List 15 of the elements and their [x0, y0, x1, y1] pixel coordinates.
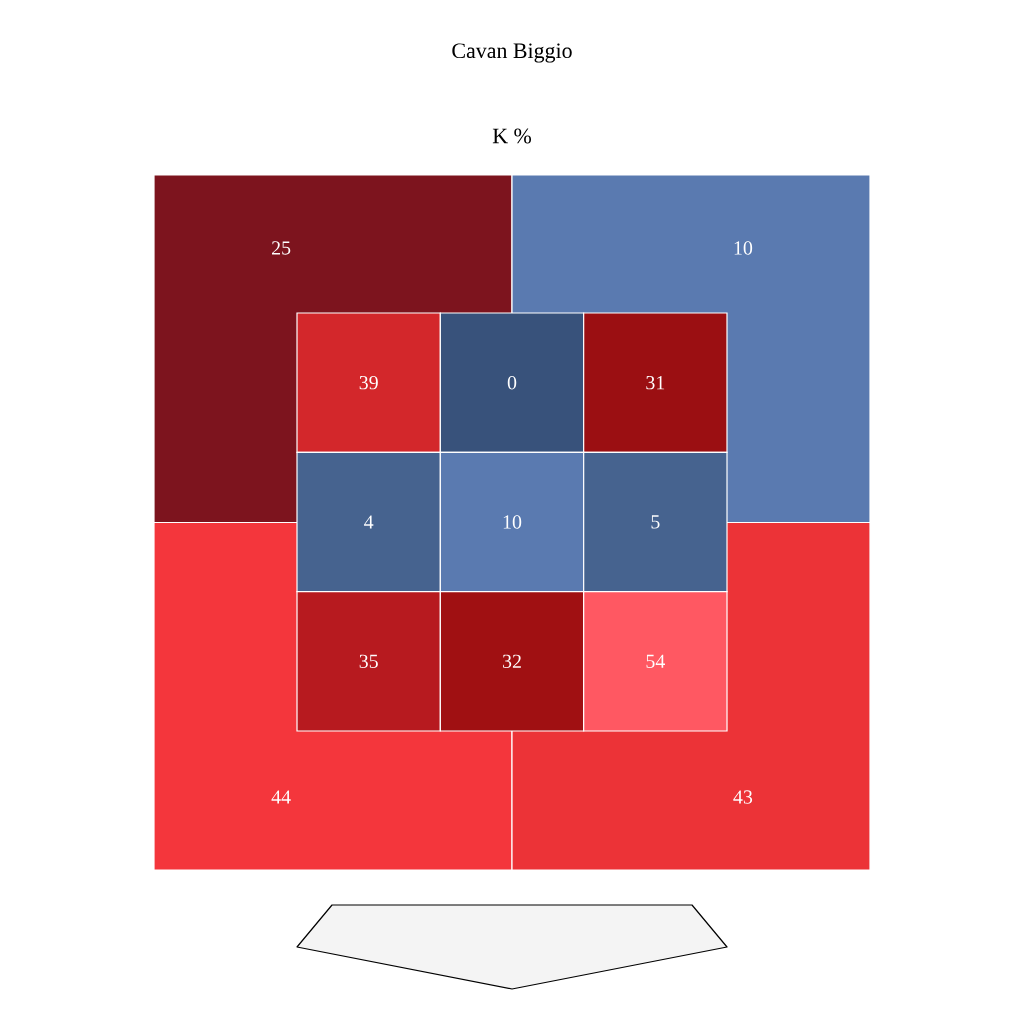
data-label: 4: [364, 515, 374, 529]
data-label: 54: [646, 654, 665, 668]
data-label: 43: [733, 790, 753, 804]
data-label: 39: [359, 375, 378, 390]
data-label: 25: [272, 241, 291, 255]
data-label: 5: [651, 515, 660, 529]
data-label: 0: [507, 375, 517, 390]
chart-subtitle: K %: [492, 128, 532, 144]
data-label: 44: [271, 790, 291, 804]
data-label: 35: [359, 654, 378, 669]
data-label: 32: [503, 654, 521, 669]
data-label: 31: [646, 375, 665, 390]
data-label: 10: [503, 515, 522, 529]
chart-title: Cavan Biggio: [452, 43, 572, 63]
data-label: 10: [734, 241, 753, 255]
